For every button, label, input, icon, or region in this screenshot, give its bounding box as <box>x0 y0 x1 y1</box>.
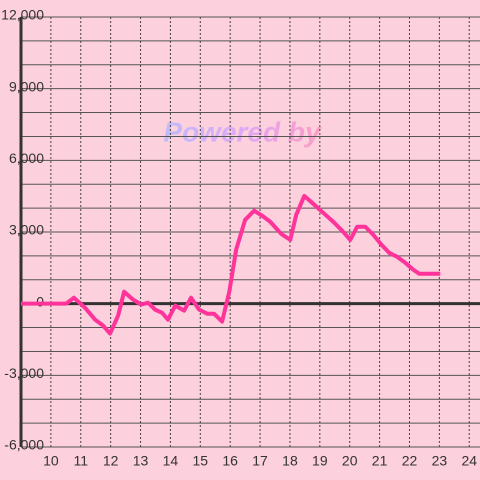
x-tick-label: 12 <box>103 453 119 469</box>
y-tick-label: 6,000 <box>9 150 44 166</box>
x-tick-label: 11 <box>73 453 88 469</box>
watermark: Powered by <box>163 116 322 147</box>
x-tick-label: 13 <box>133 453 149 469</box>
x-tick-label: 23 <box>432 453 448 469</box>
y-tick-label: -3,000 <box>4 365 44 381</box>
x-tick-label: 24 <box>461 453 477 469</box>
y-tick-label: 0 <box>36 293 44 309</box>
x-tick-label: 14 <box>163 453 179 469</box>
y-tick-label: 3,000 <box>9 222 44 238</box>
data-line <box>21 193 441 336</box>
x-tick-label: 19 <box>312 453 328 469</box>
x-tick-label: 15 <box>193 453 209 469</box>
y-tick-label: 12,000 <box>1 7 44 23</box>
x-tick-label: 16 <box>222 453 238 469</box>
y-tick-label: -6,000 <box>4 437 44 453</box>
y-tick-label: 9,000 <box>9 78 44 94</box>
x-tick-label: 10 <box>43 453 59 469</box>
x-tick-label: 22 <box>402 453 418 469</box>
x-tick-label: 20 <box>342 453 358 469</box>
x-tick-label: 21 <box>372 453 388 469</box>
x-tick-label: 18 <box>282 453 298 469</box>
x-tick-label: 17 <box>252 453 268 469</box>
